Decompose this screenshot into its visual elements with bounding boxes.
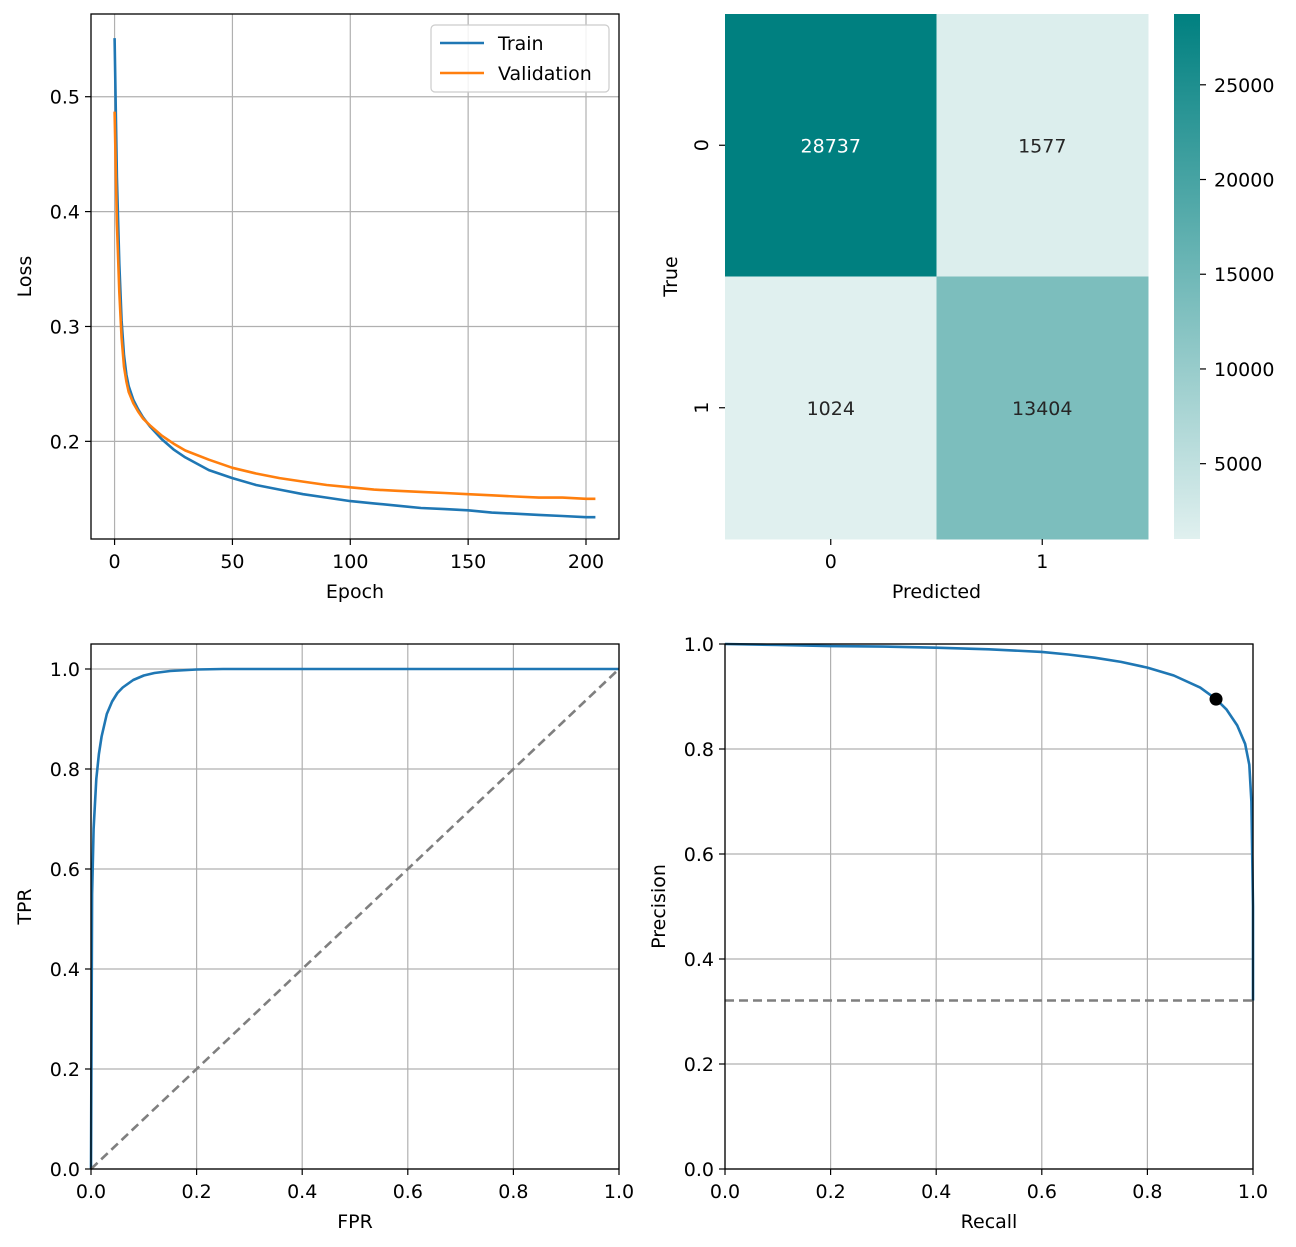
y-tick-label: 1.0 <box>684 634 714 656</box>
series-line-0 <box>724 642 1255 1001</box>
series-line-0 <box>113 38 596 519</box>
axes-frame <box>90 13 620 540</box>
legend: Train Validation <box>430 24 610 93</box>
x-tick-label: 0.2 <box>815 1181 845 1203</box>
operating-point-marker <box>1209 692 1223 706</box>
colorbar-tick-label: 5000 <box>1214 454 1262 476</box>
legend-label-0: Train <box>497 33 544 55</box>
heatmap-cell <box>725 14 937 277</box>
y-tick-label: 0.2 <box>50 1059 80 1081</box>
y-tick-label: 0.4 <box>684 949 714 971</box>
x-tick-label: 50 <box>220 551 244 573</box>
cell-value-label: 1024 <box>807 398 855 420</box>
y-axis-label: Precision <box>648 864 670 949</box>
x-tick-label: 0.4 <box>921 1181 951 1203</box>
y-tick-label: 0.0 <box>50 1159 80 1181</box>
y-tick-label: 0.4 <box>50 959 80 981</box>
heatmap-cell <box>936 276 1149 540</box>
y-tick-label: 0.8 <box>50 759 80 781</box>
x-tick-label: 100 <box>332 551 368 573</box>
cell-value-label: 28737 <box>801 135 861 157</box>
axes-frame <box>724 643 1254 1170</box>
x-tick-label: 0.8 <box>1132 1181 1162 1203</box>
x-tick-label: 0.4 <box>287 1181 317 1203</box>
y-tick-label: 0.2 <box>50 431 80 453</box>
x-tick-label: 0 <box>109 551 121 573</box>
colorbar-tick-label: 20000 <box>1214 170 1274 192</box>
x-tick-label: 0.0 <box>76 1181 106 1203</box>
series-line-1 <box>113 111 596 501</box>
baseline-line <box>90 668 620 1170</box>
colorbar: 5000 10000 15000 20000 25000 <box>1174 14 1274 539</box>
confusion-matrix-panel: 28737 1577 1024 13404 0 1 0 1 Predicted True 5000 1… <box>660 14 1274 603</box>
y-tick-label: 1.0 <box>50 659 80 681</box>
x-axis-label: Predicted <box>892 581 981 603</box>
colorbar-tick-label: 15000 <box>1214 264 1274 286</box>
y-axis-label: True <box>660 256 682 297</box>
y-tick-label: 0.5 <box>50 87 80 109</box>
x-tick-label: 150 <box>450 551 486 573</box>
y-tick-label: 0.0 <box>684 1159 714 1181</box>
x-axis-label: Epoch <box>326 581 384 603</box>
heatmap-cell <box>936 14 1149 277</box>
x-tick-label: 1 <box>1036 551 1048 573</box>
y-axis-label: Loss <box>14 256 36 298</box>
y-tick-label: 0 <box>691 139 713 151</box>
y-tick-label: 0.4 <box>50 202 80 224</box>
axes-frame <box>90 643 620 1170</box>
colorbar-bar <box>1174 14 1200 539</box>
x-tick-label: 0 <box>825 551 837 573</box>
heatmap-cell <box>725 276 937 540</box>
y-axis-label: TPR <box>14 888 36 925</box>
legend-label-1: Validation <box>498 63 592 85</box>
x-tick-label: 1.0 <box>604 1181 634 1203</box>
loss-panel: 0 50 100 150 200 0.2 0.3 0.4 0.5 Epoch Loss Train Va… <box>14 13 620 603</box>
colorbar-tick-label: 25000 <box>1214 75 1274 97</box>
x-tick-label: 1.0 <box>1238 1181 1268 1203</box>
y-tick-label: 0.6 <box>684 844 714 866</box>
x-axis-label: FPR <box>337 1211 373 1233</box>
y-tick-label: 0.2 <box>684 1054 714 1076</box>
x-tick-label: 200 <box>568 551 604 573</box>
x-axis-label: Recall <box>961 1211 1018 1233</box>
cell-value-label: 13404 <box>1012 398 1072 420</box>
y-tick-label: 0.3 <box>50 316 80 338</box>
roc-panel: 0.0 0.2 0.4 0.6 0.8 1.0 0.0 0.2 0.4 0.6 0.8 1.0 FPR T… <box>14 643 634 1233</box>
pr-panel: 0.0 0.2 0.4 0.6 0.8 1.0 0.0 0.2 0.4 0.6 0.8 1.0 Reca… <box>648 634 1268 1233</box>
cell-value-label: 1577 <box>1018 135 1066 157</box>
x-tick-label: 0.8 <box>498 1181 528 1203</box>
x-tick-label: 0.6 <box>1027 1181 1057 1203</box>
y-tick-label: 0.8 <box>684 739 714 761</box>
colorbar-tick-label: 10000 <box>1214 359 1274 381</box>
x-tick-label: 0.6 <box>393 1181 423 1203</box>
y-tick-label: 1 <box>691 402 713 414</box>
x-tick-label: 0.2 <box>181 1181 211 1203</box>
x-tick-label: 0.0 <box>710 1181 740 1203</box>
series-line-0 <box>89 667 619 1170</box>
y-tick-label: 0.6 <box>50 859 80 881</box>
